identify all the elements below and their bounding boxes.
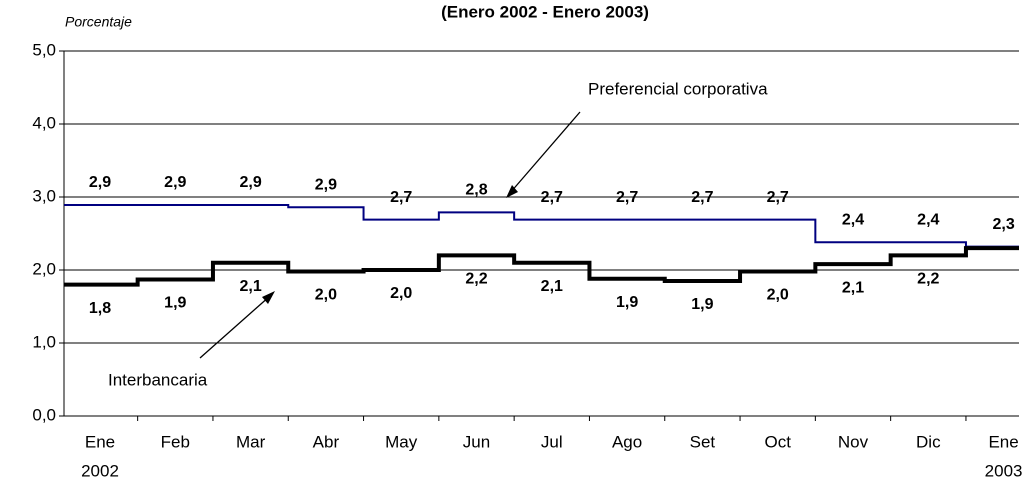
data-label: 2,2	[465, 271, 487, 288]
x-tick-label: Oct	[764, 432, 791, 451]
x-tick-label: Jun	[463, 432, 490, 451]
series-line	[64, 246, 1019, 287]
data-label: 2,9	[164, 174, 186, 191]
data-label: 2,0	[315, 287, 337, 304]
x-tick-label: Nov	[838, 432, 869, 451]
series-annotation: Interbancaria	[108, 370, 208, 389]
y-tick-label: 1,0	[32, 332, 56, 351]
data-label: 1,8	[89, 300, 111, 317]
x-tick-label: Jul	[541, 432, 563, 451]
data-label: 2,4	[842, 211, 864, 228]
data-label: 2,7	[541, 189, 563, 206]
annotation-arrow	[509, 111, 581, 194]
x-tick-label: Dic	[916, 432, 941, 451]
annotation-arrow	[199, 295, 271, 359]
data-label: 2,0	[767, 287, 789, 304]
series-line	[64, 204, 1019, 248]
data-label: 1,9	[616, 294, 638, 311]
data-label: 2,1	[239, 278, 261, 295]
data-label: 1,9	[691, 296, 713, 313]
x-tick-label: Set	[690, 432, 716, 451]
y-tick-label: 5,0	[32, 40, 56, 59]
x-tick-label: Mar	[236, 432, 266, 451]
data-label: 2,3	[992, 216, 1014, 233]
data-label: 2,0	[390, 285, 412, 302]
x-tick-label: May	[385, 432, 418, 451]
data-label: 2,7	[767, 189, 789, 206]
y-axis-label: Porcentaje	[65, 14, 132, 30]
data-label: 2,7	[616, 189, 638, 206]
chart-title: (Enero 2002 - Enero 2003)	[441, 2, 649, 21]
data-label: 2,9	[315, 176, 337, 193]
arrow-head	[262, 291, 275, 304]
x-tick-label: Feb	[161, 432, 190, 451]
x-tick-label: Ago	[612, 432, 642, 451]
y-tick-label: 3,0	[32, 186, 56, 205]
data-label: 2,7	[390, 189, 412, 206]
y-tick-label: 4,0	[32, 113, 56, 132]
data-label: 2,8	[465, 182, 487, 199]
x-tick-sublabel: 2002	[81, 461, 119, 480]
y-tick-label: 0,0	[32, 405, 56, 424]
data-label: 2,2	[917, 271, 939, 288]
x-tick-sublabel: 2003	[985, 461, 1023, 480]
data-label: 2,7	[691, 189, 713, 206]
data-label: 2,4	[917, 211, 939, 228]
x-tick-label: Abr	[313, 432, 340, 451]
data-label: 1,9	[164, 295, 186, 312]
data-label: 2,9	[89, 174, 111, 191]
data-label: 2,1	[842, 279, 864, 296]
y-tick-label: 2,0	[32, 259, 56, 278]
data-label: 2,9	[239, 174, 261, 191]
series-annotation: Preferencial corporativa	[588, 79, 768, 98]
data-label: 2,1	[541, 278, 563, 295]
x-tick-label: Ene	[85, 432, 115, 451]
arrow-head	[506, 185, 518, 198]
x-tick-label: Ene	[988, 432, 1018, 451]
